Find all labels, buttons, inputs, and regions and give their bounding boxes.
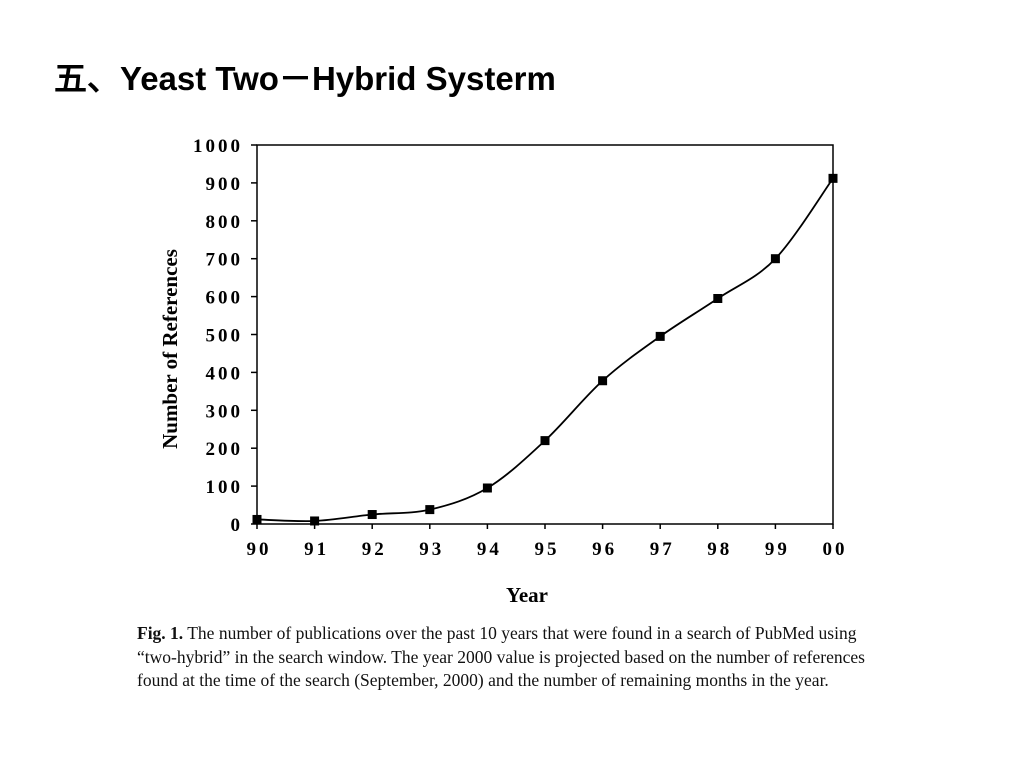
plot-border (256, 144, 834, 525)
x-tick-label: 00 (823, 539, 848, 560)
x-tick-label: 93 (419, 539, 444, 560)
x-tick-label: 99 (765, 539, 790, 560)
y-tick-label: 200 (206, 439, 244, 460)
data-point-marker (713, 293, 723, 303)
x-tick-label: 96 (592, 539, 617, 560)
y-tick-label: 300 (206, 401, 244, 422)
series-line-group (256, 177, 834, 523)
data-point-marker (540, 436, 550, 446)
data-point-marker (598, 376, 608, 386)
y-axis-ticks: 0 100 200 300 400 500 600 700 800 900 1000 (193, 136, 257, 536)
data-point-marker (310, 516, 320, 526)
x-tick-label: 90 (247, 539, 272, 560)
x-axis-title: Year (506, 583, 548, 607)
data-point-marker (655, 331, 665, 341)
x-tick-label: 92 (362, 539, 387, 560)
x-tick-label: 95 (535, 539, 560, 560)
y-tick-label: 900 (206, 174, 244, 195)
data-point-marker (425, 505, 435, 515)
y-tick-label: 800 (206, 212, 244, 233)
slide-title: 五、Yeast Two－Hybrid Systerm (54, 60, 556, 97)
x-axis-ticks: 90 91 92 93 94 95 96 97 98 99 00 (247, 524, 848, 560)
data-point-marker (828, 173, 838, 183)
y-tick-label: 1000 (193, 136, 243, 157)
series-line (256, 177, 834, 523)
y-tick-label: 600 (206, 288, 244, 309)
data-point-marker (252, 514, 262, 524)
data-point-marker (770, 254, 780, 264)
x-tick-label: 91 (304, 539, 329, 560)
y-axis-title: Number of References (158, 249, 182, 449)
data-point-marker (482, 483, 492, 493)
plot-frame (256, 144, 834, 525)
caption-text: The number of publications over the past… (137, 623, 865, 690)
x-tick-label: 97 (650, 539, 675, 560)
x-tick-label: 98 (707, 539, 732, 560)
y-tick-label: 500 (206, 326, 244, 347)
figure-caption: Fig. 1. The number of publications over … (137, 622, 877, 693)
y-tick-label: 700 (206, 250, 244, 271)
y-tick-label: 100 (206, 477, 244, 498)
y-tick-label: 0 (231, 515, 244, 536)
x-tick-label: 94 (477, 539, 502, 560)
data-point-marker (367, 510, 377, 520)
y-tick-label: 400 (206, 363, 244, 384)
caption-label: Fig. 1. (137, 623, 184, 643)
data-markers (252, 173, 838, 526)
